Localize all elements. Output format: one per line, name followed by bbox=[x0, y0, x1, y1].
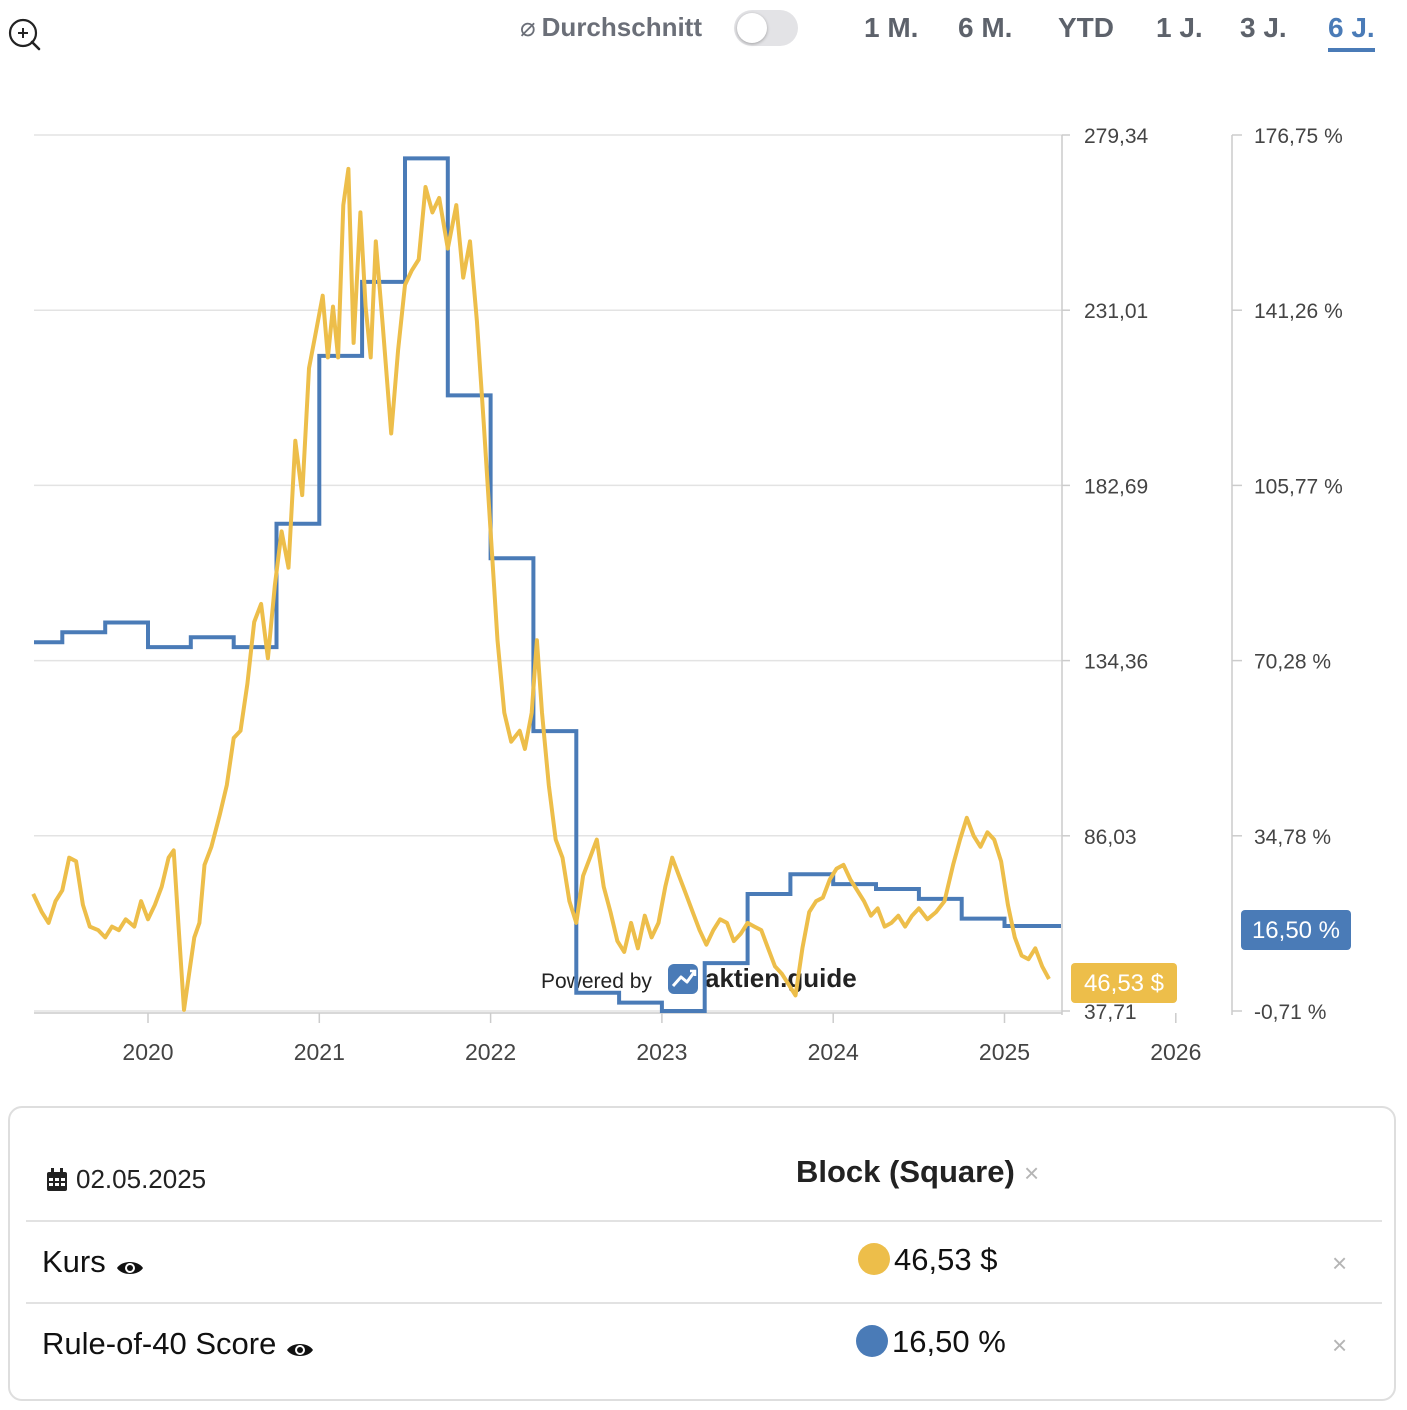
right-axis-tick-label: 105,77 % bbox=[1254, 475, 1343, 498]
x-axis-tick-label: 2021 bbox=[294, 1039, 345, 1065]
x-axis-tick-label: 2022 bbox=[465, 1039, 516, 1065]
chart[interactable]: 279,34 231,01 182,69 134,36 86,03 37,71 176,7… bbox=[0, 90, 1407, 1080]
price-end-label: 46,53 $ bbox=[1071, 963, 1177, 1003]
toggle-knob bbox=[737, 13, 767, 43]
kurs-label: Kurs bbox=[42, 1244, 106, 1279]
divider bbox=[26, 1302, 1382, 1304]
date-value: 02.05.2025 bbox=[76, 1164, 207, 1194]
x-axis-tick-label: 2025 bbox=[979, 1039, 1030, 1065]
right-axis-tick-label: 176,75 % bbox=[1254, 125, 1343, 148]
left-axis-tick-label: 134,36 bbox=[1084, 651, 1148, 674]
left-axis-labels: 279,34 231,01 182,69 134,36 86,03 37,71 bbox=[1084, 125, 1149, 1024]
right-axis-tick-label: 141,26 % bbox=[1254, 300, 1343, 323]
left-axis-tick-label: 231,01 bbox=[1084, 300, 1148, 323]
watermark: Powered by aktien.guide bbox=[541, 963, 857, 994]
company-title: Block (Square) bbox=[796, 1154, 1015, 1189]
kurs-color-dot bbox=[858, 1243, 890, 1275]
gridlines bbox=[34, 134, 1062, 1012]
rule-of-40-color-dot bbox=[856, 1325, 888, 1357]
range-1j[interactable]: 1 J. bbox=[1156, 12, 1203, 43]
right-axis-labels: 176,75 % 141,26 % 105,77 % 70,28 % 34,78 % -0… bbox=[1254, 125, 1343, 1024]
series-line-kurs bbox=[31, 166, 1051, 1012]
remove-company-icon[interactable]: × bbox=[1024, 1158, 1040, 1188]
x-axis-tick-label: 2026 bbox=[1150, 1039, 1201, 1065]
series-line-rule-of-40 bbox=[34, 156, 1061, 1013]
range-3j[interactable]: 3 J. bbox=[1240, 12, 1287, 43]
x-axis-tick-label: 2023 bbox=[636, 1039, 687, 1065]
range-6j[interactable]: 6 J. bbox=[1328, 12, 1375, 52]
rule-of-40-value: 16,50 % bbox=[856, 1324, 1006, 1360]
row-label-rule-of-40: Rule-of-40 Score bbox=[42, 1326, 314, 1362]
x-axis-labels: 2020 2021 2022 2023 2024 2025 2026 bbox=[122, 1039, 1201, 1065]
right-axis-tick-label: -0,71 % bbox=[1254, 1001, 1326, 1024]
range-6m[interactable]: 6 M. bbox=[958, 12, 1013, 43]
watermark-brand: aktien.guide bbox=[705, 963, 857, 993]
x-axis-tick-label: 2024 bbox=[808, 1039, 859, 1065]
eye-icon[interactable] bbox=[286, 1340, 314, 1360]
remove-rule-of-40-icon[interactable]: × bbox=[1332, 1330, 1348, 1360]
price-end-value: 46,53 $ bbox=[1084, 970, 1164, 997]
rule-of-40-value-text: 16,50 % bbox=[892, 1324, 1006, 1359]
watermark-prefix: Powered by bbox=[541, 970, 652, 993]
score-end-value: 16,50 % bbox=[1252, 917, 1340, 944]
divider bbox=[26, 1220, 1382, 1222]
remove-kurs-icon[interactable]: × bbox=[1332, 1248, 1348, 1278]
average-text: Durchschnitt bbox=[541, 12, 702, 42]
detail-panel: 02.05.2025 Block (Square) × Kurs 46,53 $… bbox=[8, 1106, 1396, 1401]
row-label-kurs: Kurs bbox=[42, 1244, 144, 1280]
zoom-in-icon[interactable] bbox=[6, 16, 42, 52]
kurs-value: 46,53 $ bbox=[858, 1242, 997, 1278]
average-symbol: ⌀ bbox=[520, 12, 536, 42]
left-axis-tick-label: 279,34 bbox=[1084, 125, 1149, 148]
chart-toolbar: ⌀ Durchschnitt 1 M. 6 M. YTD 1 J. 3 J. 6 … bbox=[0, 0, 1407, 70]
aktien-guide-logo-icon bbox=[668, 964, 698, 994]
average-label: ⌀ Durchschnitt bbox=[520, 12, 702, 43]
rule-of-40-label: Rule-of-40 Score bbox=[42, 1326, 277, 1361]
x-axis-tick-label: 2020 bbox=[122, 1039, 173, 1065]
date-label: 02.05.2025 bbox=[46, 1164, 206, 1195]
left-axis-tick-label: 182,69 bbox=[1084, 475, 1148, 498]
axes bbox=[34, 134, 1242, 1023]
kurs-value-text: 46,53 $ bbox=[894, 1242, 998, 1277]
right-axis-tick-label: 70,28 % bbox=[1254, 651, 1331, 674]
range-1m[interactable]: 1 M. bbox=[864, 12, 919, 43]
left-axis-tick-label: 37,71 bbox=[1084, 1001, 1137, 1024]
left-axis-tick-label: 86,03 bbox=[1084, 826, 1137, 849]
average-toggle[interactable] bbox=[734, 10, 798, 46]
eye-icon[interactable] bbox=[116, 1258, 144, 1278]
range-selector: 1 M. 6 M. YTD 1 J. 3 J. 6 J. bbox=[0, 12, 1407, 56]
range-ytd[interactable]: YTD bbox=[1058, 12, 1114, 43]
right-axis-tick-label: 34,78 % bbox=[1254, 826, 1331, 849]
score-end-label: 16,50 % bbox=[1241, 910, 1351, 950]
calendar-icon bbox=[47, 1168, 67, 1191]
